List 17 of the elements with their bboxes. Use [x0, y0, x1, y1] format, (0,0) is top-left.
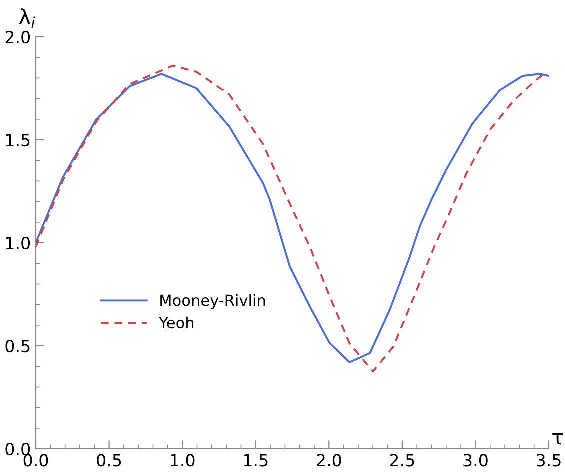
x-tick-label: 3.5 — [537, 454, 561, 467]
y-tick-label: 0.0 — [6, 442, 30, 456]
x-tick-label: 2.5 — [390, 454, 414, 467]
x-axis-title: τ — [552, 433, 564, 445]
legend-label: Mooney-Rivlin — [160, 294, 266, 310]
x-tick-label: 1.0 — [171, 454, 195, 467]
x-tick-label: 2.0 — [317, 454, 342, 467]
x-tick-label: 0.5 — [97, 454, 122, 467]
y-tick-label: 1.5 — [6, 134, 30, 147]
y-tick-label: 1.0 — [6, 236, 30, 250]
y-axis-title: λ$_{i}$ — [19, 8, 36, 28]
x-tick-label: 0.0 — [24, 454, 48, 467]
y-tick-label: 0.5 — [6, 340, 30, 353]
y-tick-label: 2.0 — [6, 30, 30, 44]
x-tick-label: 1.5 — [244, 454, 268, 467]
x-tick-label: 3.0 — [464, 454, 488, 467]
legend-label: Yeoh — [159, 316, 194, 329]
